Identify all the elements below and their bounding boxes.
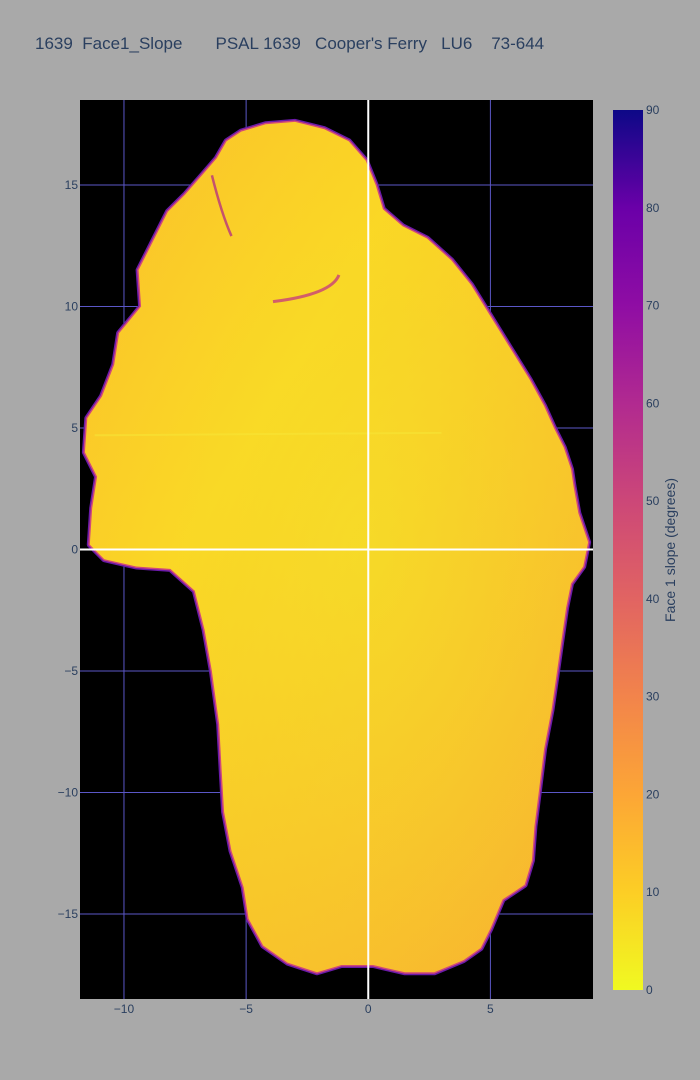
x-tick-label: 0 [365,1002,372,1016]
x-tick-label: −10 [114,1002,135,1016]
y-axis-ticks: −15 −10 −5 0 5 10 15 [58,178,79,921]
x-tick-label: 5 [487,1002,494,1016]
colorbar-tick-label: 70 [646,299,660,313]
colorbar-tick-label: 50 [646,494,660,508]
colorbar-tick-label: 40 [646,592,660,606]
colorbar-tick-label: 0 [646,983,653,997]
colorbar-tick-label: 20 [646,787,660,801]
chart-title: 1639 Face1_Slope PSAL 1639 Cooper's Ferr… [35,34,545,53]
colorbar-tick-label: 90 [646,103,660,117]
colorbar-ticks: 0 10 20 30 40 50 60 70 80 90 [646,103,660,997]
ridge-feature [210,175,233,237]
y-tick-label: −10 [58,785,79,799]
zero-lines [80,100,593,999]
colorbar-tick-label: 30 [646,690,660,704]
x-axis-ticks: −10 −5 0 5 [114,1002,494,1016]
colorbar-tick-label: 60 [646,396,660,410]
y-tick-label: 0 [71,543,78,557]
slope-surface [81,118,592,976]
colorbar-tick-label: 80 [646,201,660,215]
colorbar-tick-label: 10 [646,885,660,899]
y-tick-label: 5 [71,421,78,435]
ridge-feature [272,274,341,304]
y-tick-label: 10 [65,300,79,314]
x-tick-label: −5 [239,1002,253,1016]
y-tick-label: −5 [64,664,78,678]
colorbar-title: Face 1 slope (degrees) [662,478,678,622]
surface-highlight [84,121,589,973]
ridge-feature [94,431,442,437]
y-tick-label: −15 [58,907,79,921]
colorbar [613,110,643,990]
y-tick-label: 15 [65,178,79,192]
